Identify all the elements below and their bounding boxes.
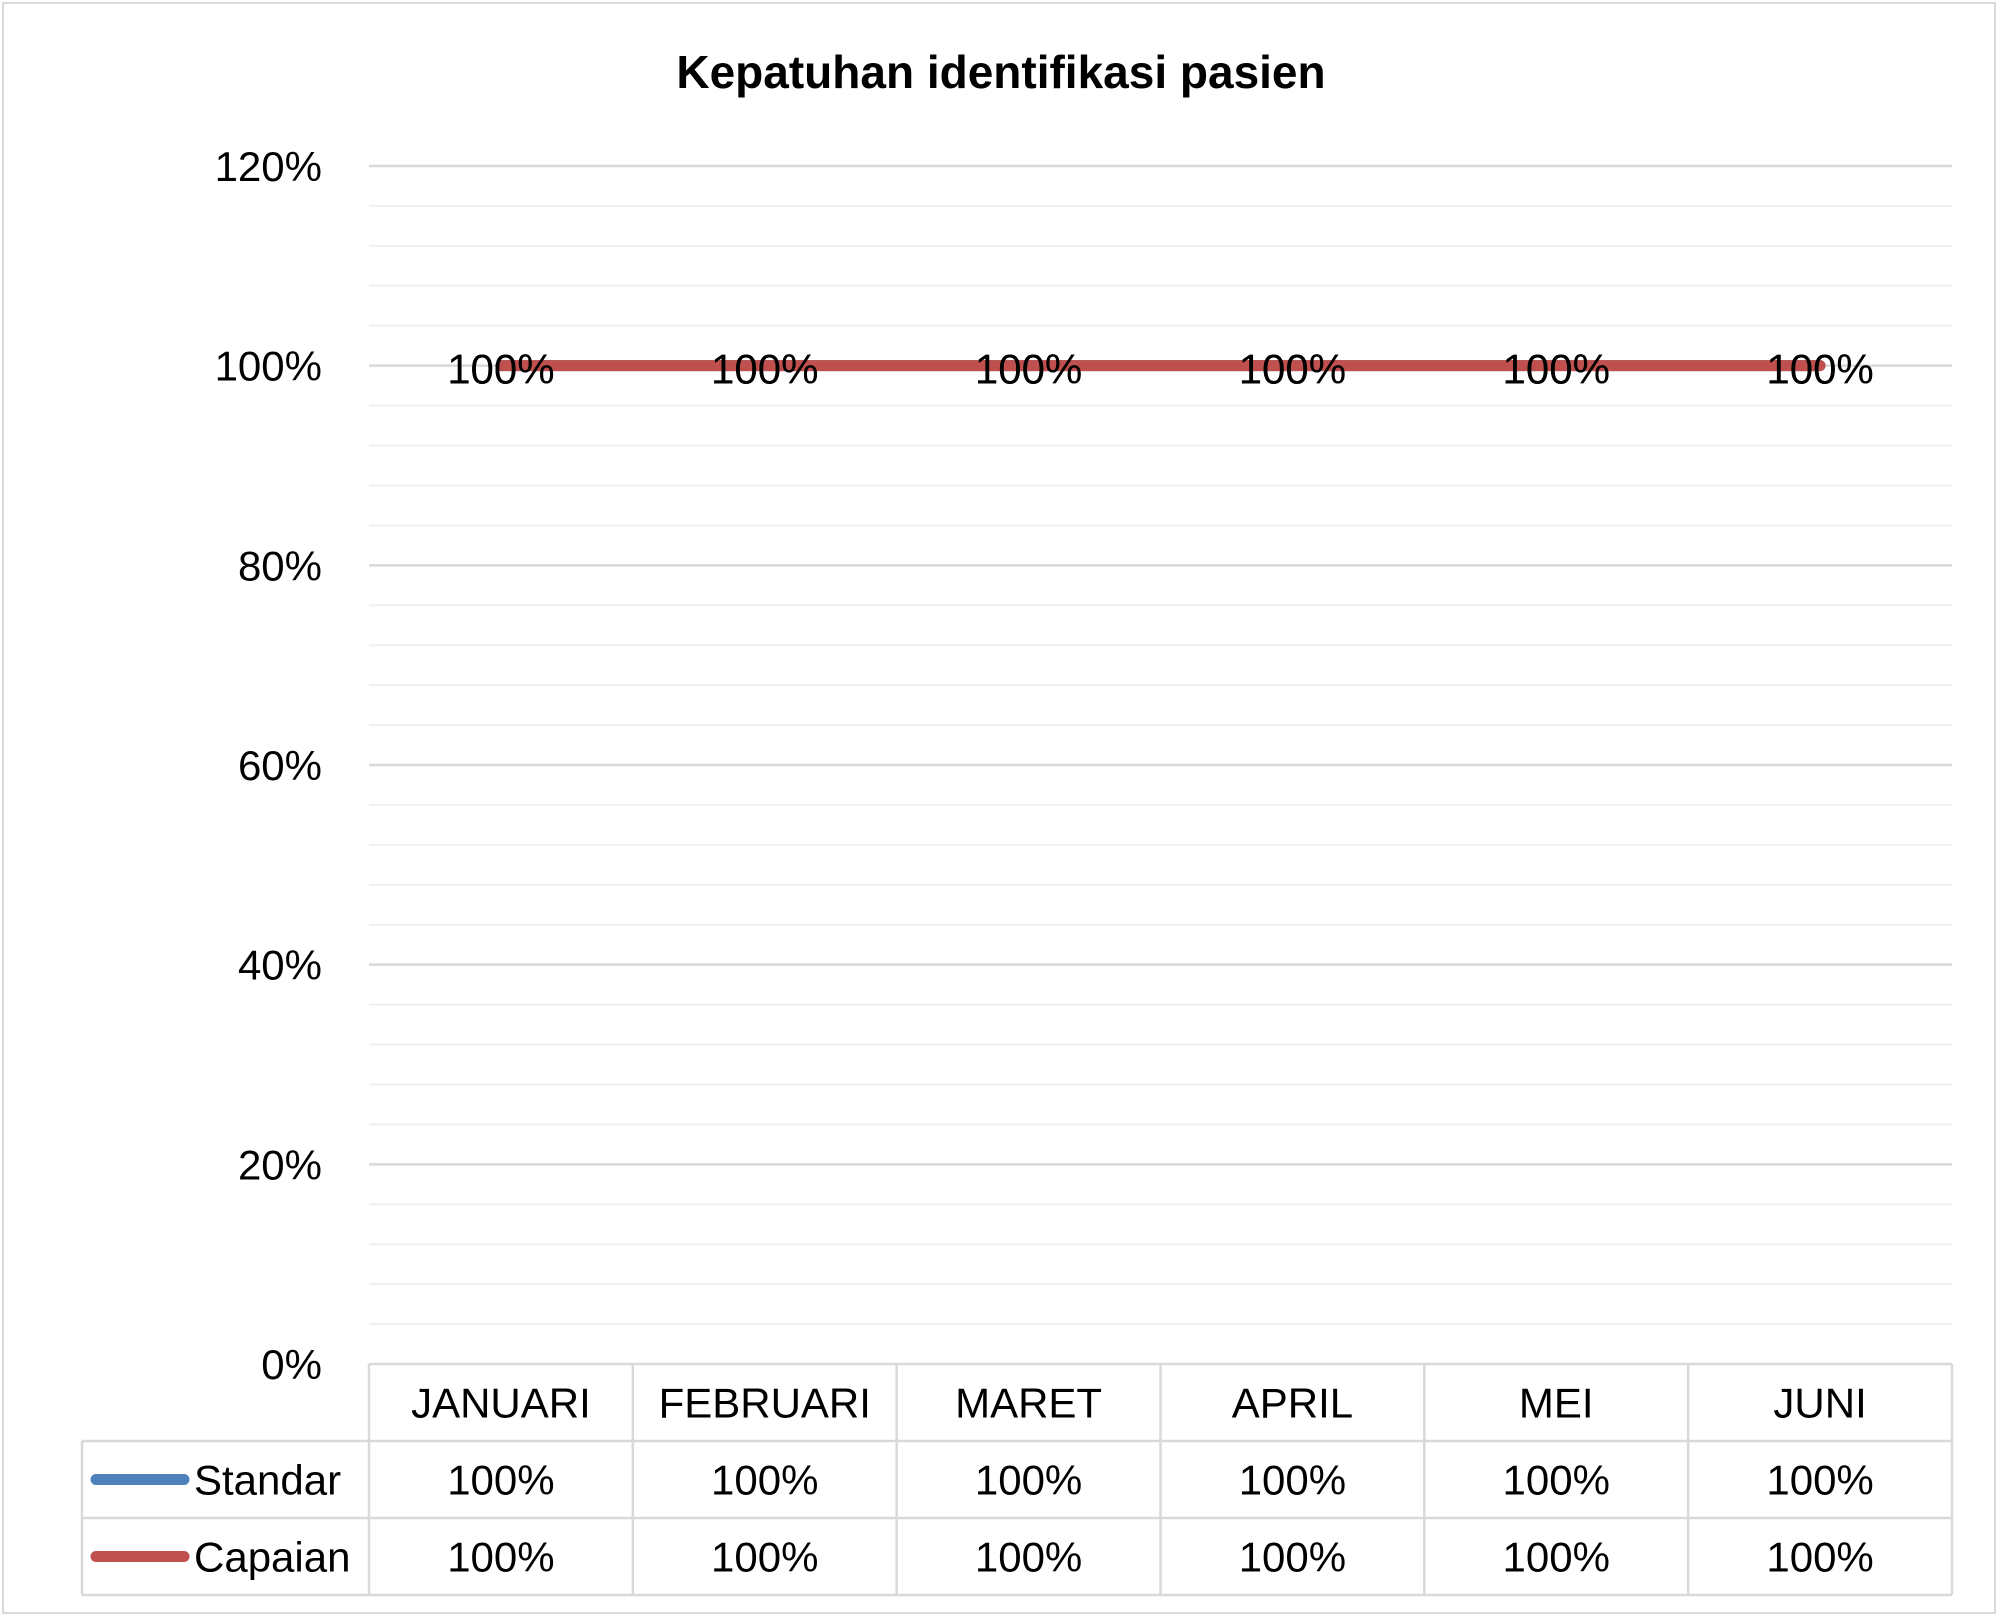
legend-label-capaian: Capaian	[194, 1534, 350, 1581]
y-tick-label: 120%	[215, 143, 322, 190]
table-value-standar: 100%	[1239, 1457, 1346, 1504]
table-value-capaian: 100%	[1766, 1534, 1873, 1581]
data-label-capaian: 100%	[975, 346, 1082, 393]
data-label-capaian: 100%	[1503, 346, 1610, 393]
x-category-label: JANUARI	[411, 1380, 591, 1427]
data-label-standar: 100%	[447, 346, 554, 393]
table-value-capaian: 100%	[711, 1534, 818, 1581]
y-tick-label: 0%	[261, 1341, 322, 1388]
table-value-standar: 100%	[711, 1457, 818, 1504]
table-value-capaian: 100%	[1503, 1534, 1610, 1581]
y-tick-label: 20%	[238, 1141, 322, 1188]
table-value-capaian: 100%	[1239, 1534, 1346, 1581]
x-category-label: APRIL	[1232, 1380, 1353, 1427]
y-tick-label: 40%	[238, 942, 322, 989]
data-label-capaian: 100%	[447, 346, 554, 393]
table-value-capaian: 100%	[447, 1534, 554, 1581]
data-label-capaian: 100%	[711, 346, 818, 393]
line-chart: Kepatuhan identifikasi pasien 0% 20% 40% 60…	[80, 46, 1954, 1597]
table-value-capaian: 100%	[975, 1534, 1082, 1581]
table-value-standar: 100%	[447, 1457, 554, 1504]
table-value-standar: 100%	[975, 1457, 1082, 1504]
table-value-standar: 100%	[1766, 1457, 1873, 1504]
x-category-label: JUNI	[1773, 1380, 1866, 1427]
data-label-capaian: 100%	[1239, 346, 1346, 393]
y-tick-label: 60%	[238, 742, 322, 789]
x-category-label: FEBRUARI	[659, 1380, 871, 1427]
data-label-capaian: 100%	[1766, 346, 1873, 393]
table-value-standar: 100%	[1503, 1457, 1610, 1504]
y-tick-label: 100%	[215, 343, 322, 390]
data-label-standar: 100%	[1766, 346, 1873, 393]
data-label-standar: 100%	[1239, 346, 1346, 393]
data-label-standar: 100%	[975, 346, 1082, 393]
data-label-standar: 100%	[1503, 346, 1610, 393]
chart-title: Kepatuhan identifikasi pasien	[676, 46, 1325, 98]
x-category-label: MEI	[1519, 1380, 1594, 1427]
y-tick-label: 80%	[238, 542, 322, 589]
data-label-standar: 100%	[711, 346, 818, 393]
legend-label-standar: Standar	[194, 1457, 341, 1504]
x-category-label: MARET	[955, 1380, 1102, 1427]
